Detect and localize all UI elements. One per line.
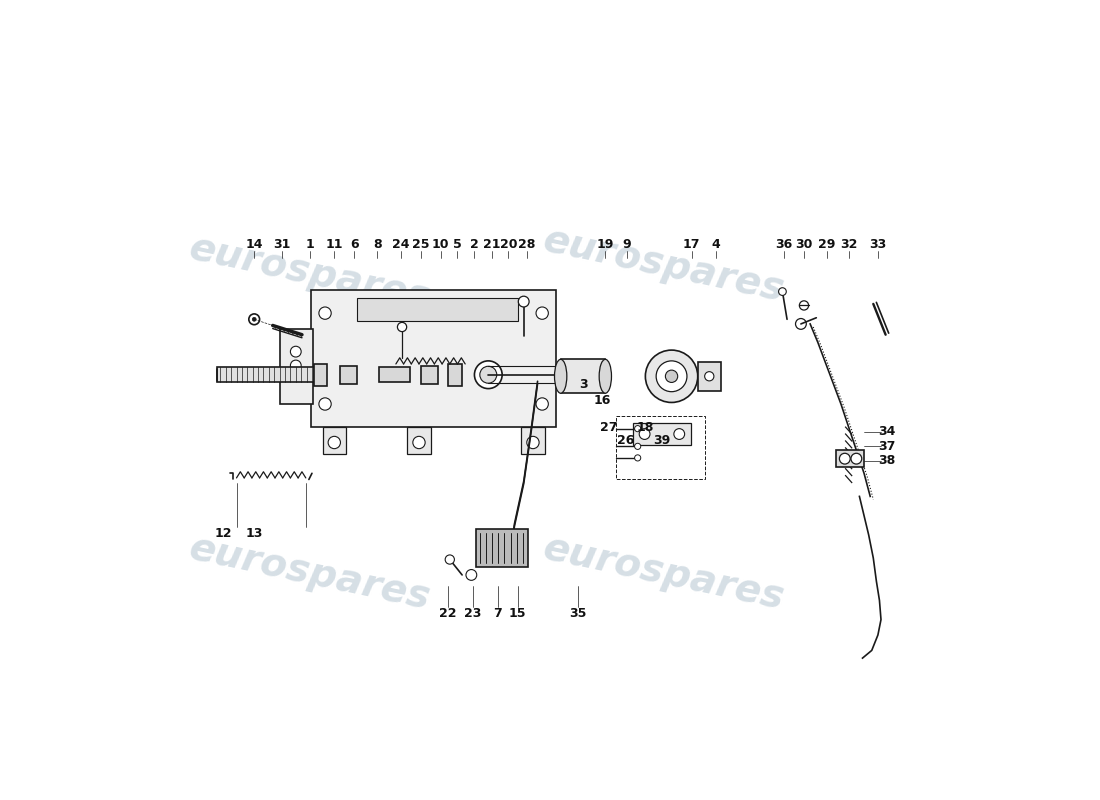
Text: 7: 7 <box>493 607 502 620</box>
Circle shape <box>474 361 503 389</box>
Circle shape <box>851 454 861 464</box>
Ellipse shape <box>600 359 612 394</box>
Text: 8: 8 <box>373 238 382 251</box>
Circle shape <box>674 429 684 439</box>
Text: 29: 29 <box>818 238 836 251</box>
Circle shape <box>639 429 650 439</box>
Bar <box>322 427 345 454</box>
Circle shape <box>290 360 301 371</box>
Bar <box>218 367 314 382</box>
Text: 14: 14 <box>245 238 263 251</box>
Text: 4: 4 <box>712 238 720 251</box>
Circle shape <box>252 318 256 322</box>
Text: eurospares: eurospares <box>540 222 788 310</box>
Circle shape <box>646 350 697 402</box>
Bar <box>358 298 517 321</box>
Text: 19: 19 <box>596 238 614 251</box>
Text: 35: 35 <box>569 607 586 620</box>
Circle shape <box>328 436 341 449</box>
Text: 39: 39 <box>653 434 671 447</box>
Circle shape <box>779 288 786 295</box>
Text: 28: 28 <box>518 238 536 251</box>
Bar <box>314 364 328 386</box>
Circle shape <box>800 301 808 310</box>
Text: 17: 17 <box>683 238 701 251</box>
Text: 1: 1 <box>306 238 313 251</box>
Text: 10: 10 <box>432 238 449 251</box>
Circle shape <box>507 538 514 543</box>
Bar <box>421 366 438 384</box>
Text: 15: 15 <box>509 607 526 620</box>
Text: 34: 34 <box>879 426 895 438</box>
Text: 3: 3 <box>579 378 587 391</box>
Text: eurospares: eurospares <box>186 229 433 318</box>
Circle shape <box>290 346 301 357</box>
Text: 18: 18 <box>637 421 654 434</box>
Bar <box>836 450 865 467</box>
Text: 31: 31 <box>273 238 290 251</box>
Circle shape <box>319 398 331 410</box>
Text: 2: 2 <box>470 238 478 251</box>
Bar <box>311 290 556 427</box>
Text: eurospares: eurospares <box>186 530 433 618</box>
Bar <box>521 427 544 454</box>
Text: 23: 23 <box>464 607 482 620</box>
Text: 25: 25 <box>411 238 429 251</box>
Circle shape <box>397 322 407 332</box>
Text: 32: 32 <box>840 238 857 251</box>
Circle shape <box>319 307 331 319</box>
Circle shape <box>635 443 641 450</box>
Text: 9: 9 <box>623 238 631 251</box>
Bar <box>561 359 605 394</box>
Text: 21: 21 <box>483 238 500 251</box>
Circle shape <box>666 370 678 382</box>
Text: 13: 13 <box>245 527 263 540</box>
Circle shape <box>839 454 850 464</box>
Text: 30: 30 <box>795 238 813 251</box>
Text: 26: 26 <box>617 434 634 447</box>
Text: 33: 33 <box>869 238 887 251</box>
Bar <box>378 367 410 382</box>
Bar <box>697 362 720 391</box>
Circle shape <box>527 436 539 449</box>
Text: 6: 6 <box>350 238 359 251</box>
Circle shape <box>656 361 686 392</box>
Text: 12: 12 <box>214 527 232 540</box>
Circle shape <box>503 533 518 548</box>
Circle shape <box>795 318 806 330</box>
Bar <box>449 364 462 386</box>
Text: 11: 11 <box>326 238 343 251</box>
Text: 16: 16 <box>594 394 610 406</box>
Ellipse shape <box>554 359 566 394</box>
Circle shape <box>249 314 260 325</box>
Circle shape <box>466 570 476 580</box>
Text: 38: 38 <box>879 454 895 467</box>
Text: 36: 36 <box>776 238 793 251</box>
Bar <box>341 366 358 384</box>
Text: eurospares: eurospares <box>540 530 788 618</box>
Text: 37: 37 <box>879 440 895 453</box>
Text: 22: 22 <box>440 607 456 620</box>
Circle shape <box>480 366 497 383</box>
Bar <box>616 415 705 478</box>
Bar <box>280 329 312 404</box>
Text: 20: 20 <box>499 238 517 251</box>
Circle shape <box>705 372 714 381</box>
Text: 24: 24 <box>392 238 409 251</box>
Circle shape <box>635 455 641 461</box>
Circle shape <box>518 296 529 307</box>
Circle shape <box>446 555 454 564</box>
Circle shape <box>536 307 548 319</box>
Bar <box>476 529 528 567</box>
Text: 27: 27 <box>600 421 617 434</box>
Text: 5: 5 <box>453 238 462 251</box>
Bar <box>634 423 691 445</box>
Bar <box>407 427 430 454</box>
Circle shape <box>635 426 641 432</box>
Circle shape <box>412 436 426 449</box>
Circle shape <box>536 398 548 410</box>
